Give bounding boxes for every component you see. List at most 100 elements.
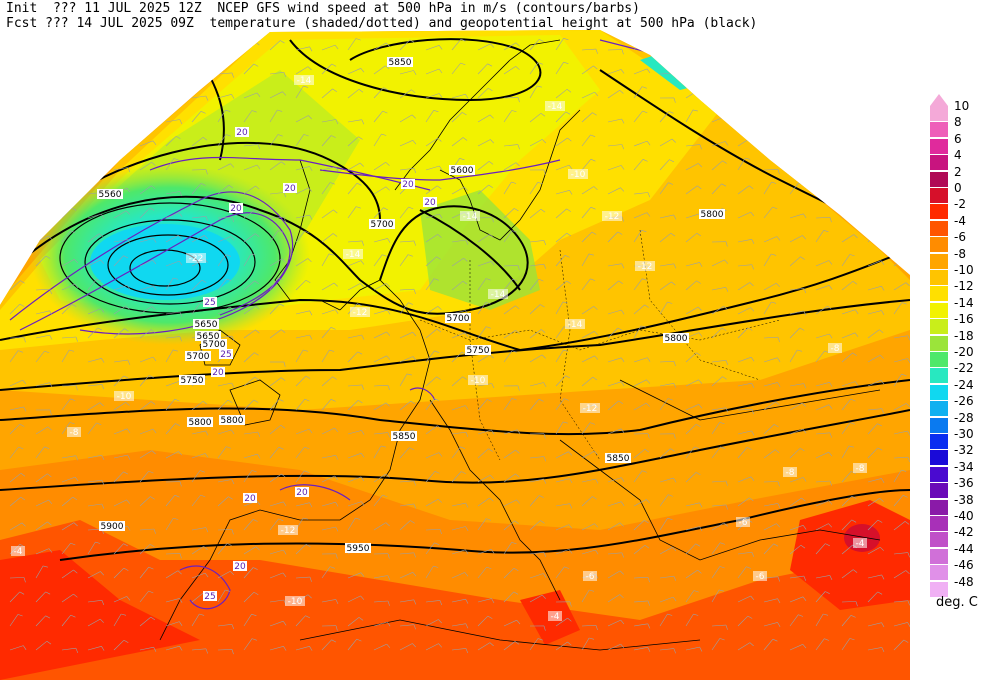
- wind-barb-feather: [123, 255, 129, 259]
- wind-barb-shaft: [165, 260, 180, 267]
- wind-barb-shaft: [503, 429, 518, 435]
- wind-barb-shaft: [555, 549, 570, 555]
- wind-barb-shaft: [503, 499, 517, 507]
- wind-barb-feather: [360, 453, 365, 458]
- temperature-label: -14: [297, 76, 312, 86]
- wind-barb-shaft: [555, 137, 568, 147]
- wind-barb-shaft: [867, 379, 881, 387]
- wind-barb-shaft: [503, 641, 516, 651]
- wind-barb-shaft: [529, 85, 538, 99]
- wind-barb-shaft: [737, 497, 750, 507]
- wind-barb-feather: [433, 110, 439, 113]
- wind-barb-shaft: [477, 354, 491, 363]
- wind-barb-feather: [205, 430, 209, 436]
- wind-barb-shaft: [399, 447, 410, 459]
- wind-barb-feather: [825, 591, 830, 594]
- wind-barb-shaft: [35, 86, 45, 99]
- wind-barb-shaft: [529, 263, 544, 267]
- legend-swatch: [930, 237, 948, 254]
- wind-barb-feather: [412, 140, 417, 145]
- wind-barb-shaft: [347, 572, 362, 579]
- wind-barb-feather: [127, 70, 131, 76]
- wind-barb-feather: [412, 643, 417, 648]
- wind-barb-feather: [127, 95, 131, 101]
- wind-barb-shaft: [763, 523, 777, 531]
- wind-barb-feather: [278, 230, 283, 233]
- legend-label: 0: [954, 181, 962, 195]
- wind-barb-feather: [802, 644, 807, 649]
- wind-barb-feather: [465, 526, 469, 531]
- wind-barb-shaft: [269, 572, 284, 579]
- legend-swatch: [930, 384, 948, 401]
- wind-barb-shaft: [321, 88, 333, 99]
- wind-barb-shaft: [711, 638, 721, 651]
- wind-barb-feather: [228, 184, 234, 189]
- wind-barb-shaft: [451, 112, 463, 123]
- height-contour-label-bg: [195, 331, 221, 341]
- wind-barb-shaft: [399, 552, 414, 555]
- wind-barb-shaft: [555, 111, 566, 123]
- wind-barb-feather: [73, 593, 78, 598]
- wind-barb-feather: [621, 357, 625, 363]
- wind-barb-feather: [75, 169, 78, 175]
- wind-barb-feather: [151, 306, 156, 311]
- legend-swatch: [930, 368, 948, 385]
- wind-barb-shaft: [347, 334, 362, 339]
- wind-barb-shaft: [737, 282, 750, 291]
- wind-barb-shaft: [451, 39, 462, 51]
- wind-barb-shaft: [867, 208, 879, 219]
- wind-barb-shaft: [555, 524, 570, 531]
- wind-barb-feather: [803, 383, 807, 389]
- height-contour-label-bg: [187, 417, 213, 427]
- wind-barb-shaft: [763, 336, 779, 339]
- legend-swatch: [930, 466, 948, 483]
- wind-barb-feather: [460, 38, 466, 42]
- wind-barb-shaft: [867, 260, 882, 267]
- wind-barb-feather: [101, 600, 105, 606]
- wind-barb-feather: [907, 430, 910, 436]
- wind-barb-feather: [879, 354, 884, 359]
- wind-barb-shaft: [191, 279, 203, 291]
- temperature-label: -12: [583, 404, 598, 414]
- wind-barb-shaft: [555, 617, 568, 627]
- wind-barb-feather: [48, 499, 53, 504]
- wind-barb-feather: [101, 144, 104, 150]
- wind-barb-feather: [256, 164, 261, 170]
- wind-barb-shaft: [685, 424, 697, 435]
- wind-barb-shaft: [35, 521, 48, 531]
- temperature-label: -12: [638, 262, 653, 272]
- wind-barb-feather: [802, 45, 807, 50]
- legend-label: -18: [954, 328, 974, 343]
- wind-barb-shaft: [399, 624, 414, 627]
- wind-barb-shaft: [633, 520, 645, 531]
- wind-barb-shaft: [841, 398, 852, 411]
- legend-label: 6: [954, 131, 962, 146]
- wind-barb-shaft: [35, 189, 50, 195]
- wind-barb-feather: [303, 349, 309, 352]
- wind-barb-feather: [386, 283, 391, 288]
- temperature-label-bg: [602, 211, 622, 221]
- temperature-label: -6: [756, 572, 765, 582]
- wind-barb-feather: [202, 401, 208, 405]
- wind-barb-shaft: [87, 308, 102, 315]
- wind-barb-shaft: [113, 499, 127, 507]
- wind-barb-feather: [515, 449, 520, 454]
- legend-label: -2: [954, 197, 966, 212]
- wind-barb-shaft: [165, 553, 181, 555]
- wind-barb-shaft: [399, 89, 412, 99]
- wind-barb-feather: [20, 496, 26, 501]
- wind-barb-feather: [746, 110, 751, 113]
- wind-barb-feather: [541, 354, 546, 359]
- wind-barb-shaft: [607, 643, 621, 651]
- wind-barb-shaft: [243, 253, 252, 267]
- wind-barb-shaft: [321, 309, 336, 315]
- wind-barb-shaft: [87, 63, 98, 75]
- wind-barb-feather: [439, 529, 442, 535]
- wind-barb-shaft: [607, 309, 622, 315]
- wind-barb-feather: [543, 240, 547, 246]
- wind-barb-feather: [620, 619, 625, 625]
- wind-barb-shaft: [425, 619, 439, 627]
- legend-label: 10: [954, 99, 970, 113]
- wind-barb-shaft: [451, 502, 466, 507]
- wind-barb-shaft: [503, 110, 513, 123]
